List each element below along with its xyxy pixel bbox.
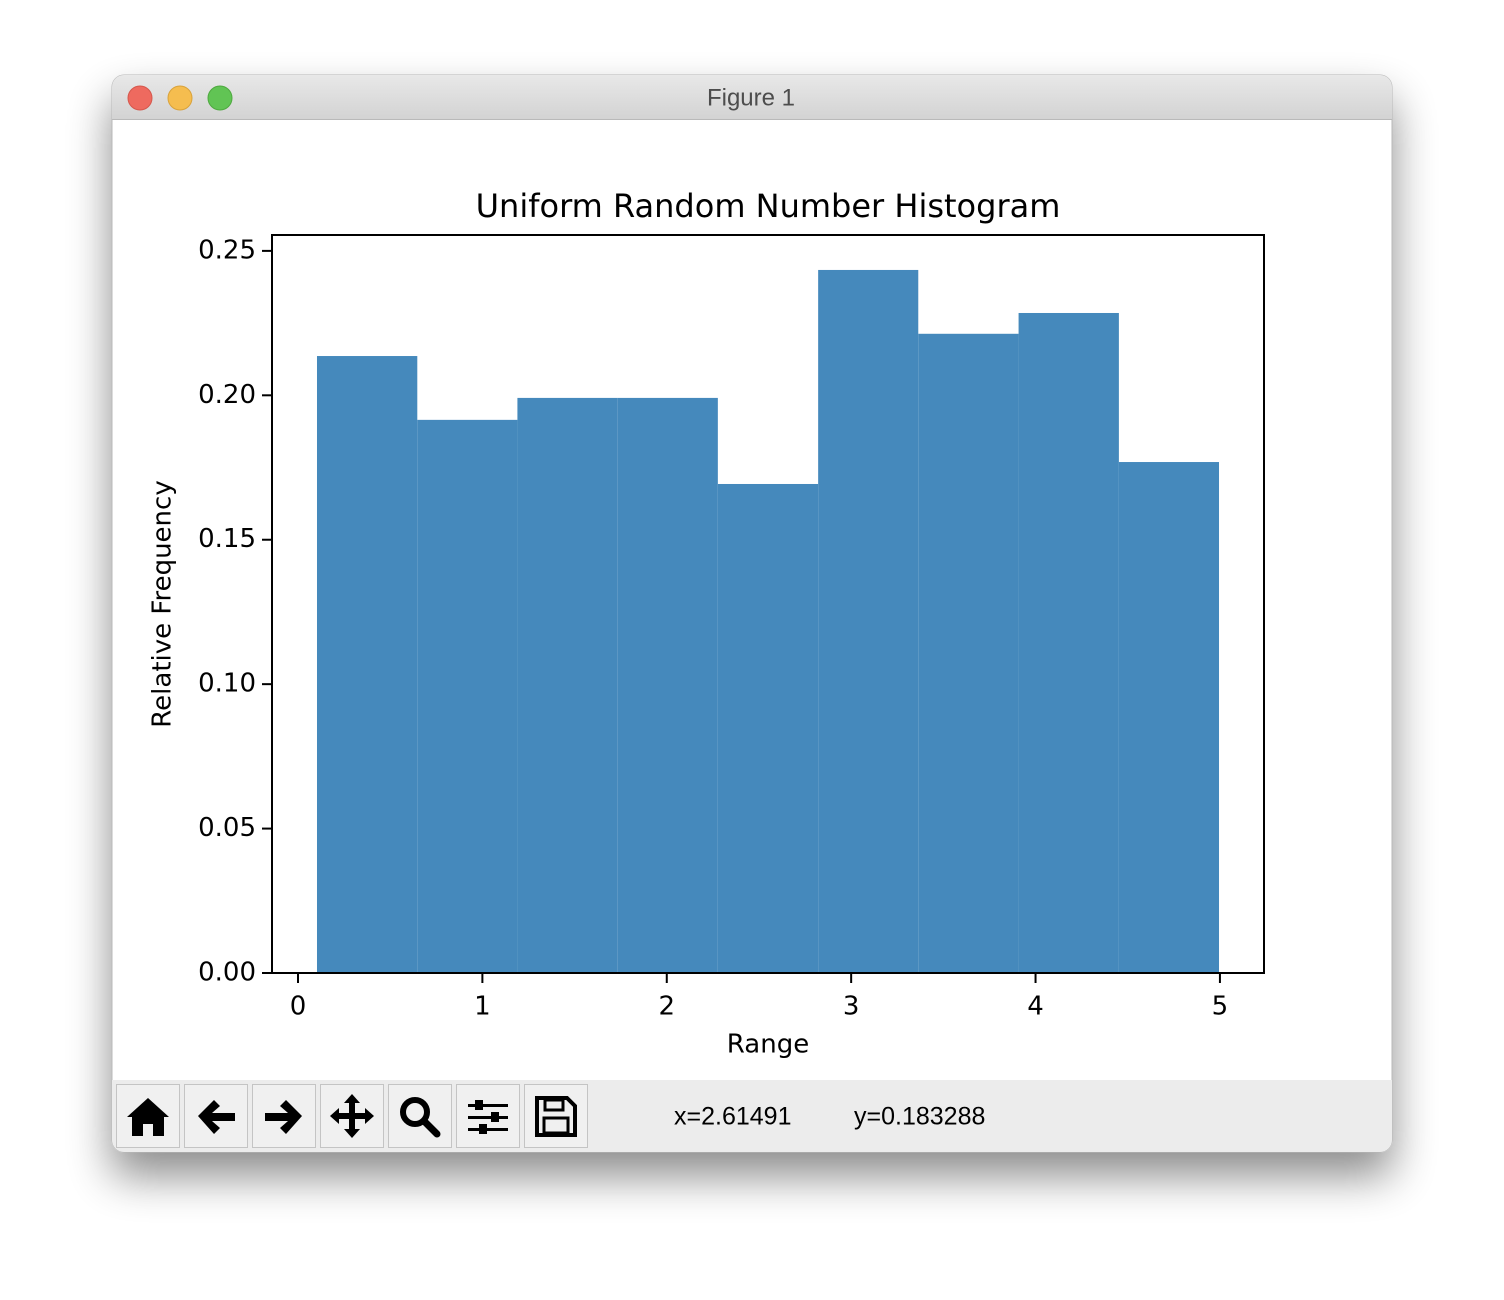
x-tick-label: 1	[474, 992, 491, 1022]
save-button[interactable]	[524, 1084, 588, 1148]
status-x: x=2.61491	[674, 1103, 791, 1131]
y-axis-label: Relative Frequency	[148, 480, 178, 727]
minimize-button[interactable]	[167, 85, 193, 111]
y-tick-label: 0.25	[198, 235, 256, 265]
bar	[417, 419, 518, 973]
forward-button[interactable]	[252, 1084, 316, 1148]
bar	[918, 333, 1019, 973]
x-tick-label: 4	[1027, 992, 1044, 1022]
window-title: Figure 1	[707, 84, 795, 111]
y-tick-label: 0.20	[198, 380, 256, 410]
back-button[interactable]	[184, 1084, 248, 1148]
y-tick-label: 0.00	[198, 958, 256, 988]
zoom-tool-button[interactable]	[388, 1084, 452, 1148]
bar	[818, 269, 919, 973]
chart-title: Uniform Random Number Histogram	[476, 187, 1061, 225]
title-bar	[112, 75, 1392, 119]
close-button[interactable]	[127, 85, 153, 111]
y-tick-label: 0.05	[198, 813, 256, 843]
x-tick-label: 5	[1212, 992, 1229, 1022]
y-tick-label: 0.10	[198, 669, 256, 699]
bar	[1118, 462, 1220, 973]
x-tick-label: 2	[658, 992, 675, 1022]
x-tick-label: 0	[290, 992, 307, 1022]
bar	[1018, 312, 1119, 973]
zoom-button[interactable]	[207, 85, 233, 111]
bar	[717, 483, 819, 973]
bar	[517, 397, 618, 973]
y-tick-label: 0.15	[198, 524, 256, 554]
home-button[interactable]	[116, 1084, 180, 1148]
bar	[316, 356, 418, 973]
x-axis-label: Range	[727, 1030, 809, 1060]
pan-button[interactable]	[320, 1084, 384, 1148]
x-tick-label: 3	[843, 992, 860, 1022]
axes: 0 1 2 3 4 5 0.00 0.05 0.10 0.15 0.20 0.25	[198, 235, 1228, 1021]
toolbar-buttons	[116, 1084, 588, 1148]
bar	[617, 397, 718, 973]
axes-frame	[271, 234, 1265, 974]
configure-button[interactable]	[456, 1084, 520, 1148]
status-y: y=0.183288	[854, 1103, 985, 1131]
